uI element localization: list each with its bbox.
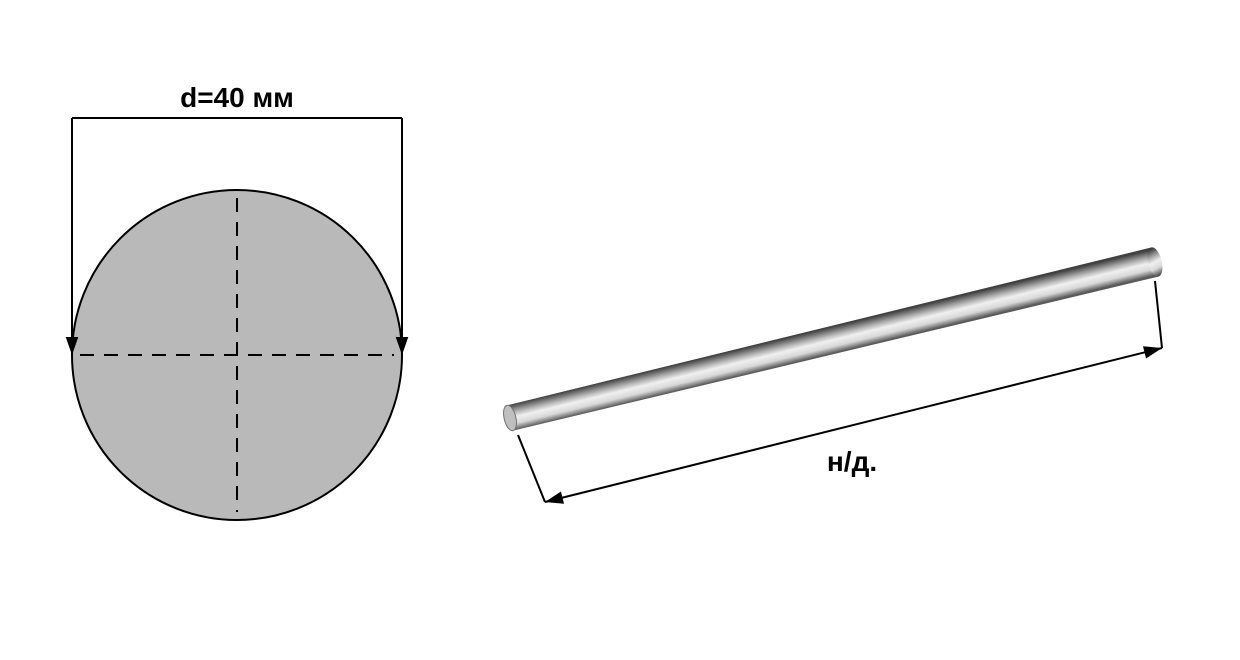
arrowhead-left [545, 492, 564, 504]
arrowhead-right [1143, 346, 1162, 358]
technical-diagram: d=40 мм н/д. [0, 0, 1240, 660]
extension-line-left [518, 435, 545, 502]
diameter-label: d=40 мм [180, 82, 294, 113]
rod-body [507, 247, 1159, 430]
length-label: н/д. [827, 446, 877, 477]
diagram-container: d=40 мм н/д. [0, 0, 1240, 660]
rod-side-view [501, 246, 1165, 432]
dimension-line [545, 348, 1162, 502]
extension-line-right [1155, 281, 1162, 348]
cross-section [72, 190, 402, 520]
